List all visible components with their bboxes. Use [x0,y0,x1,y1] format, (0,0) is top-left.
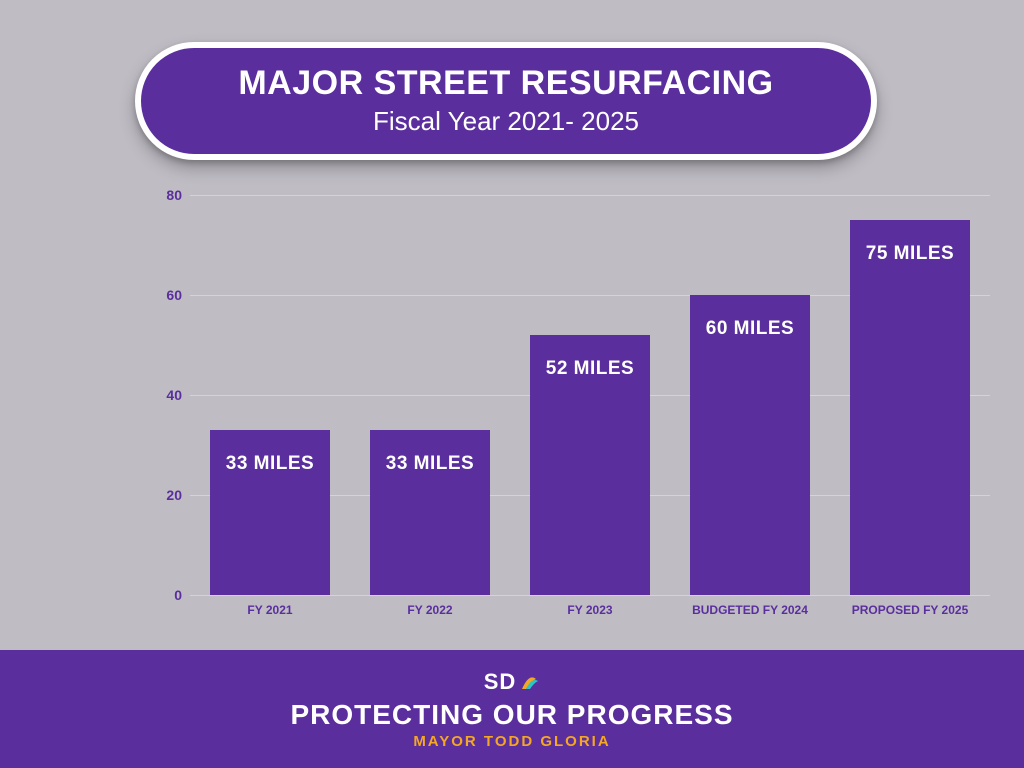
bar-label-fy2023: 52 MILES [530,358,650,380]
x-axis-label-fy2022: FY 2022 [407,603,452,617]
logo-text: SD [484,669,517,695]
y-axis-tick: 0 [152,587,182,603]
bar-fy2024: 60 MILES [690,295,810,595]
y-axis-tick: 20 [152,487,182,503]
bar-fy2021: 33 MILES [210,430,330,595]
footer-title: PROTECTING OUR PROGRESS [290,699,733,731]
footer-banner: SD PROTECTING OUR PROGRESS MAYOR TODD GL… [0,650,1024,768]
x-axis-label-fy2024: BUDGETED FY 2024 [692,603,808,617]
header-pill: MAJOR STREET RESURFACING Fiscal Year 202… [135,42,877,160]
header-subtitle: Fiscal Year 2021- 2025 [373,106,639,137]
logo-swoosh-icon [518,671,540,693]
bar-label-fy2021: 33 MILES [210,453,330,475]
x-axis-label-fy2023: FY 2023 [567,603,612,617]
page: MAJOR STREET RESURFACING Fiscal Year 202… [0,0,1024,768]
x-axis-label-fy2021: FY 2021 [247,603,292,617]
gridline [190,195,990,196]
x-axis-label-fy2025: PROPOSED FY 2025 [852,603,969,617]
bar-fy2023: 52 MILES [530,335,650,595]
bar-chart: 0 20 40 60 80 33 MILES FY 2021 33 MILES FY 2022 5… [150,185,990,625]
y-axis-tick: 40 [152,387,182,403]
y-axis-tick: 60 [152,287,182,303]
bar-label-fy2022: 33 MILES [370,453,490,475]
y-axis-tick: 80 [152,187,182,203]
gridline [190,595,990,596]
header-title: MAJOR STREET RESURFACING [238,65,773,102]
bar-label-fy2024: 60 MILES [690,318,810,340]
footer-subtitle: MAYOR TODD GLORIA [413,733,610,750]
bar-label-fy2025: 75 MILES [850,243,970,265]
bar-fy2022: 33 MILES [370,430,490,595]
sd-logo: SD [484,669,541,695]
plot-area: 02040608033 MILESFY 202133 MILESFY 20225… [190,195,990,595]
bar-fy2025: 75 MILES [850,220,970,595]
